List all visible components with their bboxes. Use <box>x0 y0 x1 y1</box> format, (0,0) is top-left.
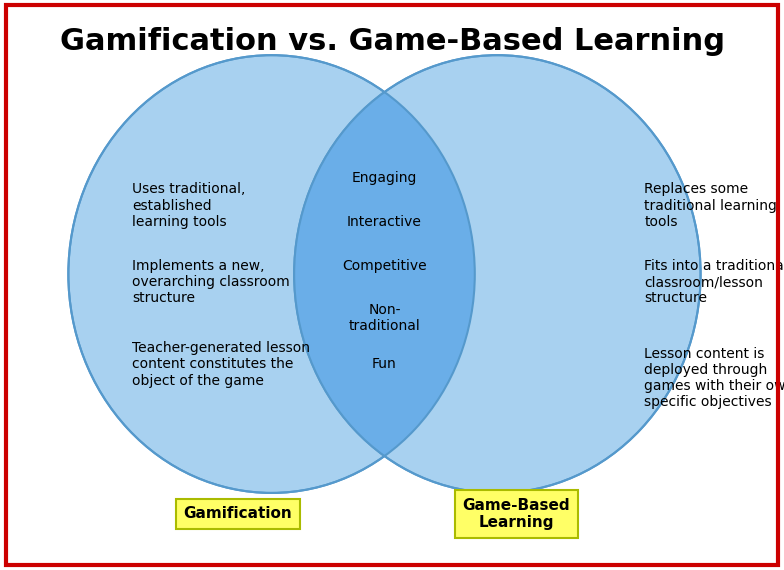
Text: Uses traditional,
established
learning tools: Uses traditional, established learning t… <box>132 182 245 229</box>
Text: Teacher-generated lesson
content constitutes the
object of the game: Teacher-generated lesson content constit… <box>132 341 310 388</box>
Text: Competitive: Competitive <box>342 259 426 273</box>
Text: Gamification: Gamification <box>183 506 292 521</box>
Polygon shape <box>294 92 475 456</box>
Text: Replaces some
traditional learning
tools: Replaces some traditional learning tools <box>644 182 777 229</box>
Ellipse shape <box>294 55 701 493</box>
Ellipse shape <box>68 55 475 493</box>
Text: Interactive: Interactive <box>347 215 422 229</box>
Text: Game-Based
Learning: Game-Based Learning <box>463 498 570 530</box>
Text: Engaging: Engaging <box>352 172 417 185</box>
Text: Lesson content is
deployed through
games with their own
specific objectives: Lesson content is deployed through games… <box>644 347 784 409</box>
Text: Gamification vs. Game-Based Learning: Gamification vs. Game-Based Learning <box>60 27 724 56</box>
Text: Fits into a traditional
classroom/lesson
structure: Fits into a traditional classroom/lesson… <box>644 259 784 306</box>
Text: Implements a new,
overarching classroom
structure: Implements a new, overarching classroom … <box>132 259 290 306</box>
Text: Fun: Fun <box>372 357 397 371</box>
Text: Non-
traditional: Non- traditional <box>349 303 420 333</box>
